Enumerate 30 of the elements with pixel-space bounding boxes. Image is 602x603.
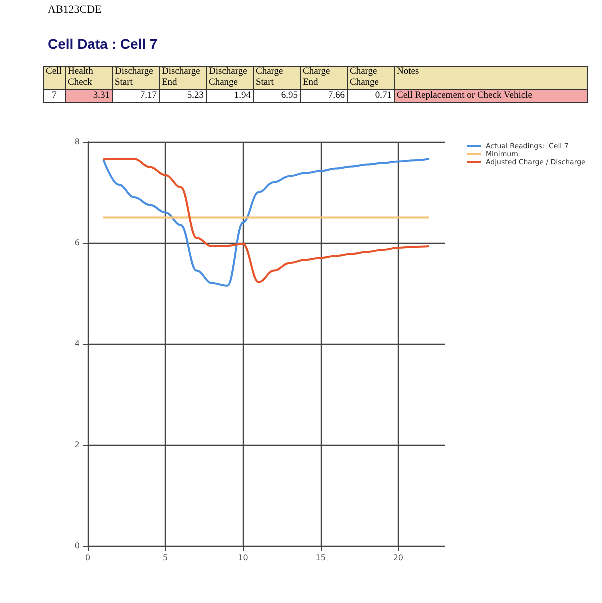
data-label: 6.95 [254, 90, 300, 102]
y-tick-label: 8 [74, 138, 80, 146]
x-tick-label: 0 [85, 554, 91, 562]
text: Cell Replacement or Check Vehicle [394, 90, 588, 102]
x-tick-label: 20 [393, 554, 404, 562]
category-label: Charge Change [348, 66, 394, 90]
category-label: Discharge End [160, 66, 206, 90]
data-label: 7 [44, 90, 66, 102]
data-label: 7.17 [112, 90, 160, 102]
category-label: Discharge Start [112, 66, 160, 90]
y-tick-label: 2 [74, 440, 80, 450]
category-label: Notes [394, 66, 588, 90]
category-label: Charge Start [254, 66, 300, 90]
data-label: 3.31 [66, 90, 112, 102]
y-tick-label: 4 [74, 340, 80, 348]
x-tick-label: 15 [316, 554, 326, 562]
x-tick-label: 5 [163, 554, 168, 562]
y-tick-label: 0 [74, 542, 80, 550]
data-label: 1.94 [206, 90, 254, 102]
category-label: Health Check [66, 66, 112, 90]
category-label: Charge End [300, 66, 348, 90]
y-tick-label: 6 [74, 238, 80, 248]
data-label: 7.66 [300, 90, 348, 102]
text: Cell Data : Cell 7 [48, 36, 159, 52]
text: AB123CDE [48, 4, 103, 16]
data-label: 5.23 [160, 90, 206, 102]
x-tick-label: 10 [238, 554, 248, 562]
data-label: 0.71 [348, 90, 394, 102]
category-label: Discharge Change [206, 66, 254, 90]
category-label: Cell [44, 66, 66, 90]
